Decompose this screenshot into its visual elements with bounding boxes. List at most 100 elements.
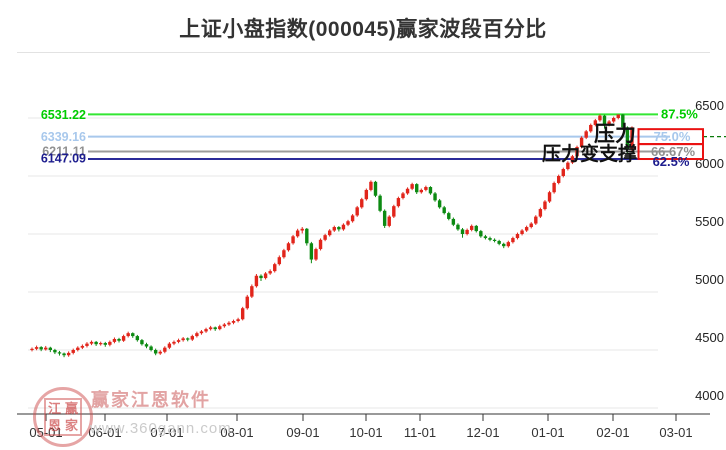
candle-body [424, 187, 428, 190]
candle-body [268, 271, 272, 274]
level-percent-label: 87.5% [661, 107, 698, 122]
candle-body [382, 210, 387, 226]
candle-body [570, 156, 575, 163]
candle-body [337, 227, 341, 230]
candle-body [373, 181, 378, 196]
candle-body [415, 184, 419, 193]
candle-body [112, 338, 117, 342]
candle-body [277, 257, 282, 265]
candle-body [506, 242, 511, 247]
candle-body [126, 333, 130, 337]
candle-body [300, 228, 304, 231]
candle-body [350, 215, 355, 222]
candle-body [259, 275, 263, 279]
candle-body [236, 319, 240, 321]
candle-body [89, 341, 94, 344]
pressure-highlight-box [637, 143, 704, 161]
candle-body [318, 239, 323, 250]
level-price-label: 6147.09 [41, 152, 86, 166]
candle-body [621, 114, 625, 128]
candle-body [552, 182, 556, 193]
candle-body [208, 327, 213, 330]
candle-body [85, 343, 89, 346]
candle-body [323, 235, 327, 240]
y-axis-label: 5500 [695, 214, 724, 229]
x-axis-label: 11-01 [404, 425, 436, 440]
candle-body [575, 147, 579, 157]
level-price-label: 6211.11 [42, 145, 86, 159]
candle-body [34, 347, 39, 349]
watermark-seal-logo: 江 赢 恩 家 [33, 387, 93, 447]
candle-body [227, 322, 231, 325]
watermark-seal-characters: 江 赢 恩 家 [44, 398, 82, 436]
candle-body [625, 127, 630, 150]
chart-title: 上证小盘指数(000045)赢家波段百分比 [179, 18, 547, 41]
candle-body [474, 225, 478, 232]
y-axis-label: 4500 [695, 330, 724, 345]
x-axis-label: 01-01 [531, 425, 564, 440]
candle-body [534, 216, 538, 224]
candle-body [62, 353, 66, 356]
candle-body [538, 209, 543, 217]
x-axis-label: 09-01 [286, 425, 319, 440]
candle-body [566, 162, 570, 170]
candle-body [607, 121, 611, 125]
candle-body [547, 192, 552, 202]
candle-body [291, 236, 295, 244]
candle-body [94, 341, 98, 345]
candle-body [99, 343, 103, 345]
candle-body [53, 350, 57, 353]
x-axis-label: 10-01 [349, 425, 382, 440]
candle-body [213, 327, 217, 330]
seal-char: 赢 [64, 401, 78, 416]
candle-body [529, 223, 533, 228]
candle-body [611, 118, 616, 122]
candle-body [314, 249, 318, 260]
candle-body [309, 243, 314, 260]
x-axis-label: 06-01 [88, 425, 121, 440]
seal-char: 江 [47, 401, 61, 416]
candle-body [511, 238, 515, 243]
candle-body [121, 336, 126, 341]
seal-char: 家 [64, 418, 78, 433]
candle-body [387, 216, 391, 226]
candle-body [181, 338, 185, 341]
candle-body [245, 296, 249, 309]
y-axis-label: 6500 [695, 98, 724, 113]
candle-body [392, 206, 396, 217]
candle-body [355, 207, 359, 216]
candle-body [401, 193, 405, 199]
candle-body [117, 338, 121, 341]
candle-body [579, 137, 584, 147]
candle-body [410, 184, 414, 189]
candle-body [447, 213, 451, 219]
candle-body [465, 229, 469, 234]
candle-body [341, 224, 346, 230]
candle-body [616, 114, 620, 118]
candle-body [195, 333, 199, 337]
candle-body [360, 199, 364, 208]
candle-body [515, 234, 520, 239]
candle-body [305, 228, 309, 244]
level-percent-label: 66.67% [651, 144, 696, 159]
candle-body [369, 181, 373, 190]
candle-body [488, 238, 492, 240]
candle-body [524, 227, 529, 231]
candle-body [231, 321, 236, 323]
candle-body [479, 231, 483, 237]
candle-body [167, 343, 172, 348]
candle-body [396, 198, 401, 207]
x-axis-label: 07-01 [150, 425, 183, 440]
candle-body [428, 187, 433, 194]
candle-body [149, 346, 153, 350]
candle-body [240, 308, 245, 320]
candle-body [158, 351, 162, 354]
candle-body [80, 345, 85, 348]
candle-body [144, 344, 149, 347]
candle-body [108, 341, 112, 345]
candle-body [39, 347, 43, 350]
candle-body [433, 193, 437, 201]
level-price-label: 6339.16 [41, 130, 86, 144]
candle-body [442, 207, 446, 214]
